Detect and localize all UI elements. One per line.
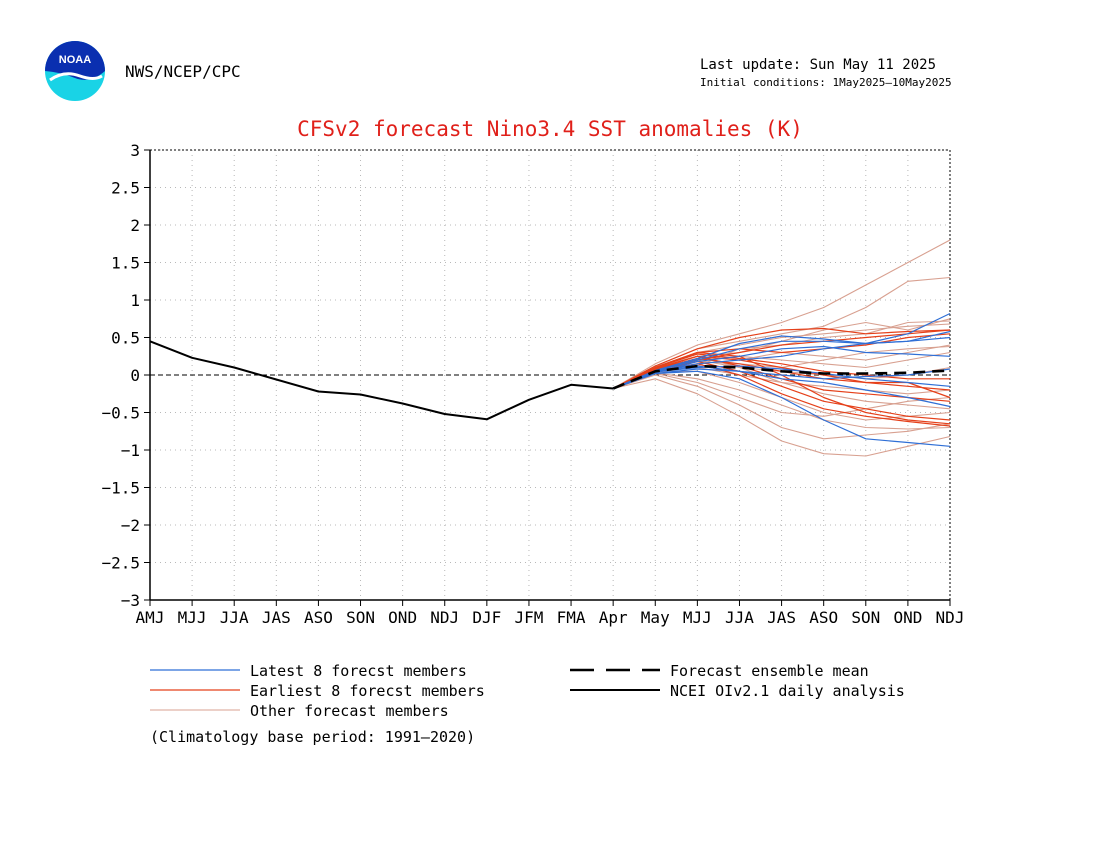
x-tick-label: DJF (472, 608, 501, 627)
latest-member-line (612, 336, 951, 390)
legend-label-other: Other forecast members (250, 702, 449, 720)
x-tick-label: JAS (262, 608, 291, 627)
other-member-line (613, 378, 951, 457)
x-tick-label: JJA (725, 608, 754, 627)
ensemble-mean-line (612, 364, 951, 390)
observed-line (149, 340, 614, 421)
y-tick-label: −2 (121, 516, 140, 535)
y-tick-label: 3 (130, 141, 140, 160)
legend-label-latest: Latest 8 forecst members (250, 662, 467, 680)
earliest-member-line (612, 327, 951, 390)
x-tick-label: FMA (557, 608, 586, 627)
logo-text: NOAA (59, 54, 91, 66)
y-tick-label: 2.5 (111, 179, 140, 198)
y-tick-label: −1.5 (101, 479, 140, 498)
legend-label-mean: Forecast ensemble mean (670, 662, 869, 680)
y-tick-label: −3 (121, 591, 140, 610)
legend-label-observed: NCEI OIv2.1 daily analysis (670, 682, 905, 700)
x-tick-label: May (641, 608, 670, 627)
legend: Latest 8 forecst members Earliest 8 forec… (150, 662, 905, 720)
y-tick-label: −0.5 (101, 404, 140, 423)
chart-title: CFSv2 forecast Nino3.4 SST anomalies (K) (297, 117, 803, 141)
climatology-footnote: (Climatology base period: 1991–2020) (150, 728, 475, 746)
y-tick-label: −1 (121, 441, 140, 460)
y-tick-label: 0.5 (111, 329, 140, 348)
x-tick-label: JJA (220, 608, 249, 627)
y-tick-label: 1 (130, 291, 140, 310)
initial-conditions: Initial conditions: 1May2025–10May2025 (700, 76, 952, 89)
x-tick-label: SON (851, 608, 880, 627)
x-tick-label: ASO (809, 608, 838, 627)
last-update: Last update: Sun May 11 2025 (700, 57, 937, 73)
other-member-line (613, 372, 951, 417)
agency-label: NWS/NCEP/CPC (125, 62, 241, 81)
x-tick-label: Apr (599, 608, 628, 627)
other-member-line (613, 372, 951, 430)
x-tick-label: JAS (767, 608, 796, 627)
x-tick-label: JFM (514, 608, 543, 627)
other-member-line (612, 239, 951, 389)
x-tick-label: NDJ (936, 608, 965, 627)
y-tick-label: 2 (130, 216, 140, 235)
x-tick-label: OND (893, 608, 922, 627)
legend-label-earliest: Earliest 8 forecst members (250, 682, 485, 700)
y-tick-label: 1.5 (111, 254, 140, 273)
x-tick-label: SON (346, 608, 375, 627)
earliest-member-line (612, 333, 951, 390)
x-tick-label: NDJ (430, 608, 459, 627)
y-tick-label: 0 (130, 366, 140, 385)
series (149, 239, 951, 457)
latest-member-line (612, 370, 951, 447)
x-tick-label: MJJ (683, 608, 712, 627)
x-tick-label: ASO (304, 608, 333, 627)
latest-member-line (612, 312, 951, 390)
y-tick-label: −2.5 (101, 554, 140, 573)
x-tick-label: AMJ (136, 608, 165, 627)
x-tick-label: OND (388, 608, 417, 627)
x-tick-label: MJJ (178, 608, 207, 627)
latest-member-line (612, 368, 951, 390)
grid (150, 149, 950, 601)
other-member-line (613, 374, 951, 440)
noaa-logo: NOAA (45, 41, 105, 101)
